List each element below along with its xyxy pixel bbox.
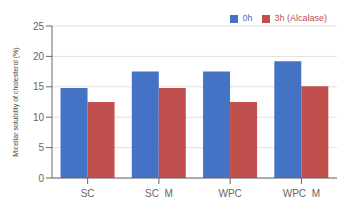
svg-text:WPC: WPC [218, 188, 241, 198]
html-text:3h (Alcalase): 3h (Alcalase) [274, 13, 327, 23]
svg-text:10: 10 [33, 112, 45, 123]
svg-text:Micellar solubility of cholest: Micellar solubility of cholesterol (%) [12, 47, 20, 156]
svg-text:SC M: SC M [145, 188, 173, 198]
svg-text:25: 25 [33, 21, 45, 32]
svg-text:20: 20 [33, 51, 45, 62]
svg-text:SC: SC [81, 188, 95, 198]
html-text:0h: 0h [242, 13, 253, 23]
svg-text:5: 5 [38, 142, 44, 153]
svg-text:WPC M: WPC M [283, 188, 320, 198]
svg-text:0: 0 [38, 173, 44, 184]
svg-text:15: 15 [33, 81, 45, 92]
